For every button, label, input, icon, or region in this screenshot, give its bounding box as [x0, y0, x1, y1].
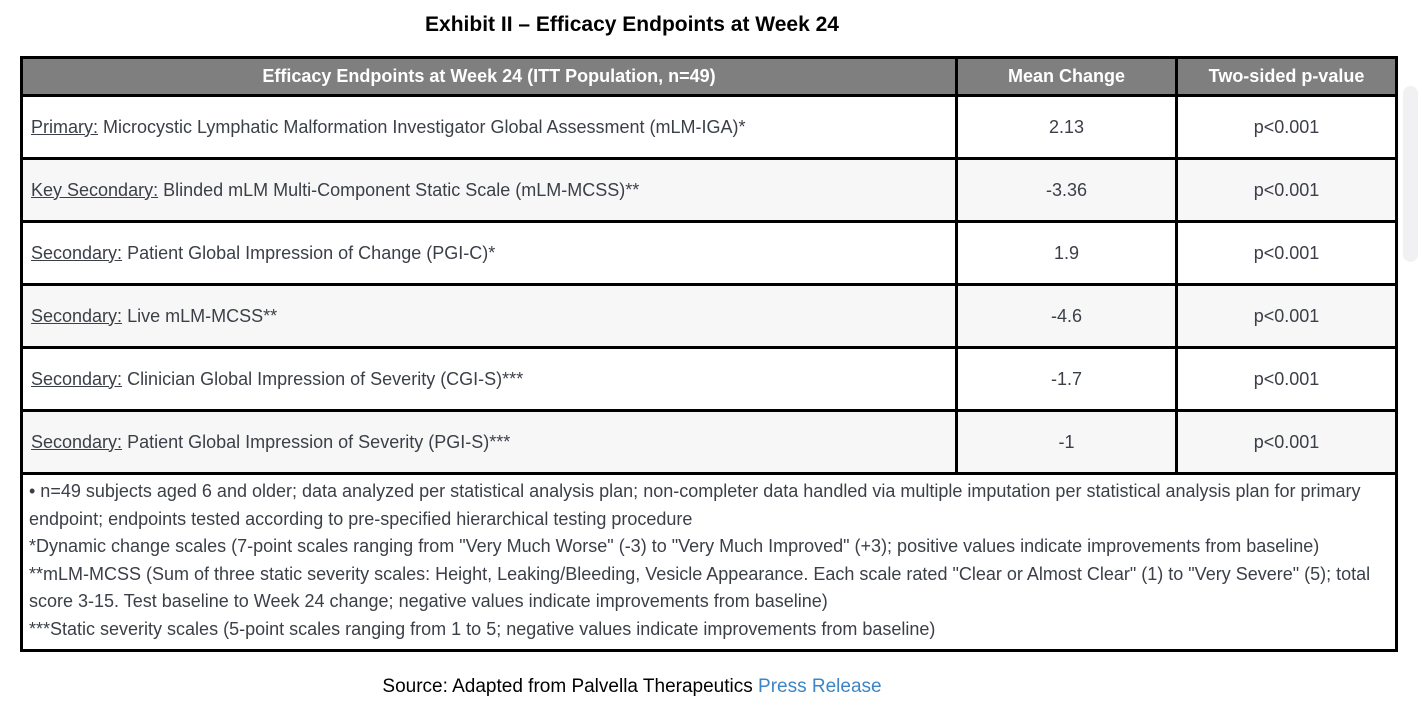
endpoint-prefix: Primary:: [31, 116, 98, 137]
source-text: Source: Adapted from Palvella Therapeuti…: [382, 676, 759, 697]
endpoint-label: Patient Global Impression of Severity (P…: [122, 431, 511, 452]
p-value-cell: p<0.001: [1175, 346, 1398, 412]
endpoints-tbody: Primary: Microcystic Lymphatic Malformat…: [20, 94, 1398, 475]
page-title: Exhibit II – Efficacy Endpoints at Week …: [425, 13, 839, 36]
endpoint-cell: Primary: Microcystic Lymphatic Malformat…: [20, 94, 958, 160]
mean-change-cell: -4.6: [955, 283, 1178, 349]
p-value-cell: p<0.001: [1175, 94, 1398, 160]
footnote-line: **mLM-MCSS (Sum of three static severity…: [29, 563, 1371, 612]
p-value-cell: p<0.001: [1175, 409, 1398, 475]
endpoint-prefix: Secondary:: [31, 242, 123, 263]
mean-change-cell: 2.13: [955, 94, 1178, 160]
press-release-link[interactable]: Press Release: [758, 676, 882, 697]
endpoint-label: Patient Global Impression of Change (PGI…: [122, 242, 496, 263]
endpoint-label: Live mLM-MCSS**: [122, 305, 278, 326]
header-endpoints: Efficacy Endpoints at Week 24 (ITT Popul…: [20, 56, 958, 97]
table-row: Primary: Microcystic Lymphatic Malformat…: [20, 94, 1398, 160]
scrollbar-thumb[interactable]: [1403, 86, 1418, 262]
source-line: Source: Adapted from Palvella Therapeuti…: [0, 676, 1264, 698]
mean-change-cell: -1.7: [955, 346, 1178, 412]
footnotes-cell: • n=49 subjects aged 6 and older; data a…: [20, 472, 1398, 652]
endpoint-cell: Key Secondary: Blinded mLM Multi-Compone…: [20, 157, 958, 223]
table-row: Key Secondary: Blinded mLM Multi-Compone…: [20, 157, 1398, 223]
footnotes-row: • n=49 subjects aged 6 and older; data a…: [20, 472, 1398, 652]
endpoint-cell: Secondary: Patient Global Impression of …: [20, 409, 958, 475]
table-row: Secondary: Clinician Global Impression o…: [20, 346, 1398, 412]
header-p-value: Two-sided p-value: [1175, 56, 1398, 97]
endpoint-label: Clinician Global Impression of Severity …: [122, 368, 524, 389]
endpoint-label: Blinded mLM Multi-Component Static Scale…: [158, 179, 640, 200]
footnote-line: • n=49 subjects aged 6 and older; data a…: [29, 481, 1361, 529]
endpoint-prefix: Secondary:: [31, 431, 123, 452]
table-row: Secondary: Live mLM-MCSS** -4.6 p<0.001: [20, 283, 1398, 349]
footnote-line: ***Static severity scales (5-point scale…: [29, 618, 936, 639]
p-value-cell: p<0.001: [1175, 283, 1398, 349]
footnote-line: *Dynamic change scales (7-point scales r…: [29, 536, 1320, 557]
header-mean-change: Mean Change: [955, 56, 1178, 97]
endpoint-prefix: Key Secondary:: [31, 179, 159, 200]
endpoint-prefix: Secondary:: [31, 305, 123, 326]
endpoint-cell: Secondary: Clinician Global Impression o…: [20, 346, 958, 412]
endpoint-prefix: Secondary:: [31, 368, 123, 389]
table-header-row: Efficacy Endpoints at Week 24 (ITT Popul…: [20, 56, 1398, 97]
table-row: Secondary: Patient Global Impression of …: [20, 409, 1398, 475]
endpoint-cell: Secondary: Patient Global Impression of …: [20, 220, 958, 286]
mean-change-cell: -1: [955, 409, 1178, 475]
mean-change-cell: 1.9: [955, 220, 1178, 286]
mean-change-cell: -3.36: [955, 157, 1178, 223]
efficacy-endpoints-table: Efficacy Endpoints at Week 24 (ITT Popul…: [20, 56, 1398, 652]
p-value-cell: p<0.001: [1175, 157, 1398, 223]
p-value-cell: p<0.001: [1175, 220, 1398, 286]
table-row: Secondary: Patient Global Impression of …: [20, 220, 1398, 286]
endpoint-cell: Secondary: Live mLM-MCSS**: [20, 283, 958, 349]
endpoint-label: Microcystic Lymphatic Malformation Inves…: [98, 116, 746, 137]
